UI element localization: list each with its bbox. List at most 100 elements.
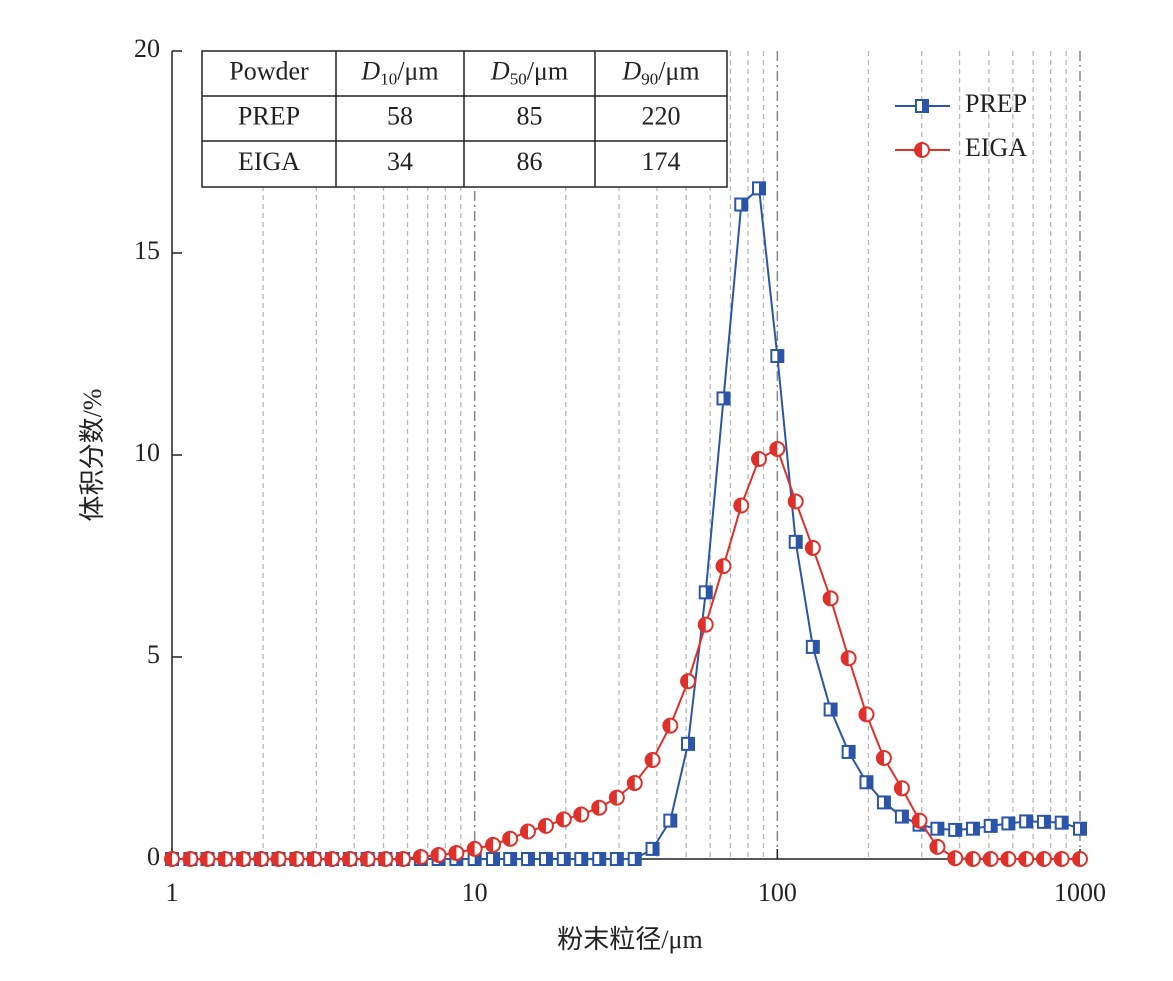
marker xyxy=(519,823,536,840)
marker xyxy=(448,844,465,861)
marker-fill xyxy=(563,853,570,865)
marker xyxy=(644,752,661,769)
marker xyxy=(875,750,892,766)
x-tick-label: 10 xyxy=(462,878,488,907)
marker xyxy=(681,736,696,751)
marker-fill xyxy=(183,852,191,866)
marker-fill xyxy=(307,852,315,866)
marker xyxy=(430,846,447,863)
y-tick-label: 15 xyxy=(134,236,160,265)
marker xyxy=(751,451,768,468)
marker-fill xyxy=(681,674,689,689)
marker-fill xyxy=(634,853,641,865)
marker-fill xyxy=(474,853,481,865)
marker-fill xyxy=(922,100,928,112)
marker-fill xyxy=(955,823,962,836)
marker-fill xyxy=(1054,852,1062,866)
marker-fill xyxy=(271,852,279,866)
marker-fill xyxy=(1001,852,1009,866)
marker xyxy=(982,851,999,867)
marker-fill xyxy=(413,849,421,864)
marker xyxy=(182,851,199,867)
header-unit: /μm xyxy=(397,56,438,85)
marker xyxy=(537,817,554,834)
marker xyxy=(840,650,857,667)
marker-fill xyxy=(527,853,534,865)
marker xyxy=(787,493,804,510)
marker-fill xyxy=(698,617,706,632)
table-header: D50/μm xyxy=(490,56,568,88)
table-header: D10/μm xyxy=(360,56,438,88)
marker xyxy=(1036,814,1051,829)
marker-fill xyxy=(467,841,475,856)
marker-fill xyxy=(930,839,938,854)
marker xyxy=(948,822,963,837)
marker-fill xyxy=(777,350,784,363)
marker-fill xyxy=(1019,852,1027,866)
marker-fill xyxy=(616,853,623,865)
marker xyxy=(914,142,930,158)
table-cell: 85 xyxy=(517,101,543,130)
marker-fill xyxy=(1073,852,1080,866)
marker-fill xyxy=(716,559,724,574)
marker xyxy=(306,851,323,867)
marker-fill xyxy=(574,807,582,822)
marker xyxy=(359,851,376,867)
series-line xyxy=(172,186,1081,860)
marker xyxy=(894,809,909,824)
marker-fill xyxy=(627,776,635,791)
table-cell: PREP xyxy=(238,101,300,130)
marker-fill xyxy=(894,781,902,796)
marker xyxy=(804,539,821,556)
marker-fill xyxy=(592,800,600,815)
marker xyxy=(769,440,786,457)
marker-fill xyxy=(830,703,837,716)
marker xyxy=(1072,851,1088,867)
header-symbol: D xyxy=(360,56,380,85)
marker-fill xyxy=(948,851,956,866)
marker xyxy=(983,818,998,833)
marker-fill xyxy=(1043,815,1050,828)
marker xyxy=(1018,851,1035,867)
marker-fill xyxy=(581,853,588,865)
marker xyxy=(823,702,838,717)
table-header: D90/μm xyxy=(621,56,699,88)
marker-fill xyxy=(360,852,368,866)
marker xyxy=(253,851,270,867)
marker xyxy=(698,585,713,600)
marker xyxy=(770,349,785,364)
marker xyxy=(733,497,750,514)
marker-fill xyxy=(741,198,748,211)
marker-fill xyxy=(236,852,244,866)
marker xyxy=(270,851,287,867)
marker-fill xyxy=(812,640,819,653)
x-tick-label: 100 xyxy=(758,878,797,907)
table-cell: 58 xyxy=(387,101,413,130)
marker-fill xyxy=(983,852,991,866)
marker-fill xyxy=(876,751,884,765)
marker-fill xyxy=(859,707,867,722)
marker-fill xyxy=(556,812,564,827)
marker xyxy=(199,851,216,867)
marker-fill xyxy=(848,745,855,758)
marker xyxy=(752,181,767,196)
marker-fill xyxy=(493,853,500,865)
marker xyxy=(1001,816,1016,831)
x-tick-label: 1000 xyxy=(1054,878,1106,907)
marker xyxy=(930,821,945,836)
marker xyxy=(502,830,519,847)
marker-fill xyxy=(652,842,659,855)
marker xyxy=(788,534,803,549)
marker xyxy=(486,852,501,866)
marker xyxy=(841,744,856,759)
x-tick-label: 1 xyxy=(166,878,179,907)
marker xyxy=(556,852,571,866)
marker-fill xyxy=(1026,815,1033,828)
y-axis-label: 体积分数/% xyxy=(78,389,107,522)
header-subscript: 50 xyxy=(510,69,527,88)
marker-fill xyxy=(503,831,511,846)
marker-fill xyxy=(510,853,517,865)
marker-fill xyxy=(599,853,606,865)
marker xyxy=(716,391,731,406)
marker xyxy=(876,795,891,810)
